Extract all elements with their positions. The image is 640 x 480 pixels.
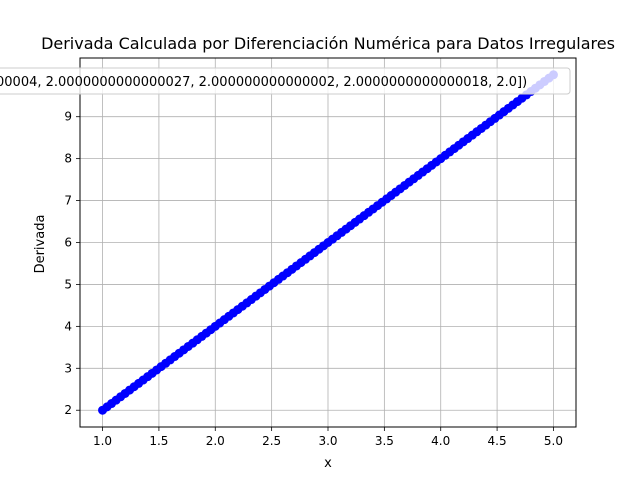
y-tick-label: 3: [64, 361, 72, 375]
y-axis-label: Derivada: [33, 215, 48, 274]
x-tick-label: 3.0: [318, 434, 337, 448]
legend: 00004, 2.0000000000000027, 2.00000000000…: [0, 67, 571, 95]
y-tick-label: 2: [64, 403, 72, 417]
x-axis-label: x: [324, 456, 332, 471]
y-axis: 2 3 4 5 6 7 8 9: [64, 110, 80, 417]
legend-box: [0, 67, 571, 95]
x-tick-label: 5.0: [544, 434, 563, 448]
x-axis: 1.0 1.5 2.0 2.5 3.0 3.5 4.0 4.5 5.0: [93, 427, 563, 448]
series-layer: [98, 70, 558, 415]
legend-label: 00004, 2.0000000000000027, 2.00000000000…: [0, 75, 527, 90]
y-tick-label: 5: [64, 277, 72, 291]
x-tick-label: 1.0: [93, 434, 112, 448]
y-tick-label: 6: [64, 236, 72, 250]
x-tick-label: 4.5: [488, 434, 507, 448]
y-tick-label: 9: [64, 110, 72, 124]
x-tick-label: 3.5: [375, 434, 394, 448]
x-tick-label: 4.0: [431, 434, 450, 448]
x-tick-label: 1.5: [149, 434, 168, 448]
chart-title: Derivada Calculada por Diferenciación Nu…: [41, 34, 615, 53]
y-tick-label: 7: [64, 194, 72, 208]
y-tick-label: 4: [64, 319, 72, 333]
x-tick-label: 2.5: [262, 434, 281, 448]
x-tick-label: 2.0: [206, 434, 225, 448]
y-tick-label: 8: [64, 152, 72, 166]
